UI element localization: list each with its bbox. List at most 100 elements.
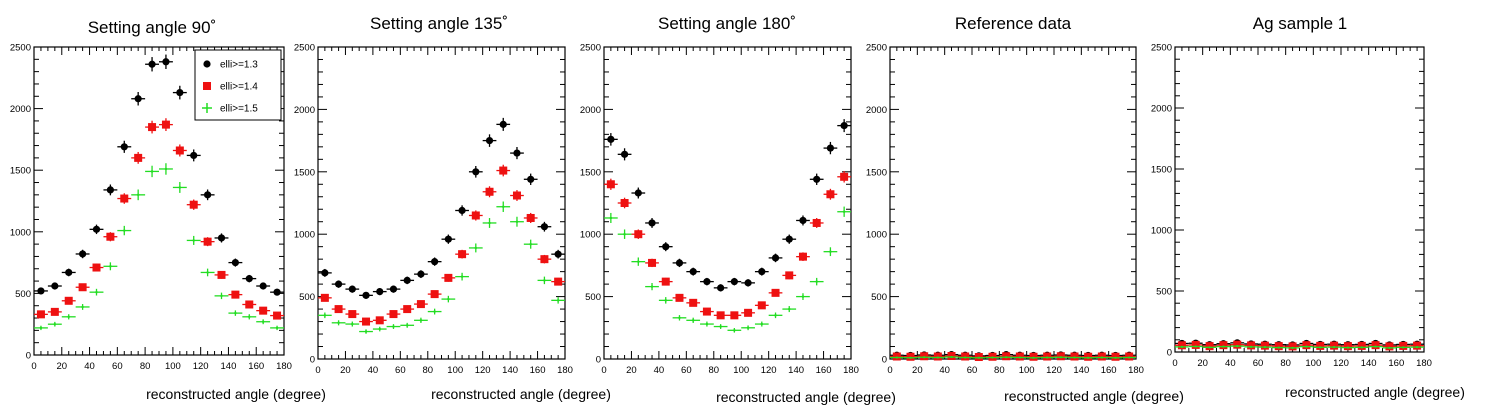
data-point — [37, 287, 45, 295]
chart-title: Setting angle 135˚ — [370, 14, 508, 33]
x-tick-label: 160 — [1388, 358, 1404, 369]
data-point — [1316, 341, 1325, 350]
x-tick-label: 100 — [733, 365, 749, 376]
data-point — [92, 225, 101, 233]
data-point — [431, 258, 439, 266]
x-tick-label: 20 — [1197, 358, 1208, 369]
data-point — [53, 323, 56, 326]
data-point — [1005, 356, 1008, 359]
data-point — [1402, 346, 1405, 349]
data-point — [351, 323, 354, 326]
data-point — [248, 315, 251, 318]
x-tick-label: 100 — [447, 365, 463, 376]
data-point — [120, 194, 129, 203]
data-point — [502, 205, 505, 208]
data-point — [1360, 346, 1363, 349]
data-point — [190, 151, 198, 160]
data-point — [744, 308, 753, 317]
data-point — [977, 356, 980, 359]
data-point — [1374, 345, 1377, 348]
data-point — [1305, 345, 1308, 348]
data-point — [1114, 356, 1117, 359]
x-tick-label: 180 — [1416, 358, 1432, 369]
data-point — [447, 298, 450, 301]
x-tick-label: 180 — [557, 365, 573, 376]
y-tick-label: 2500 — [294, 43, 315, 54]
data-point — [675, 293, 684, 302]
data-point — [148, 60, 156, 68]
y-tick-label: 500 — [871, 292, 887, 303]
data-point — [936, 356, 939, 359]
series-3 — [318, 201, 565, 334]
data-point — [607, 135, 615, 143]
data-point — [348, 285, 356, 293]
y-tick-label: 2000 — [294, 105, 315, 116]
series-2 — [34, 118, 284, 320]
data-point — [774, 314, 777, 317]
data-point — [1250, 345, 1253, 348]
data-point — [637, 260, 640, 263]
data-point — [923, 356, 926, 359]
data-point — [217, 234, 226, 242]
x-tick-label: 140 — [1361, 358, 1377, 369]
data-point — [245, 300, 254, 309]
data-point — [554, 250, 562, 258]
data-point — [137, 193, 140, 196]
data-point — [1302, 341, 1311, 350]
data-point — [609, 216, 612, 219]
x-tick-label: 80 — [994, 365, 1005, 376]
y-tick-label: 1500 — [1151, 165, 1172, 176]
x-tick-label: 0 — [315, 365, 320, 376]
data-point — [389, 310, 398, 319]
series-3 — [890, 356, 1136, 359]
data-point — [1274, 342, 1283, 351]
data-point — [634, 230, 643, 239]
x-tick-label: 120 — [761, 365, 777, 376]
data-point — [730, 311, 739, 320]
x-tick-label: 40 — [1225, 358, 1236, 369]
data-point — [703, 278, 711, 286]
data-point — [348, 310, 357, 319]
chart-title: Setting angle 180˚ — [658, 14, 796, 33]
data-point — [375, 316, 384, 325]
data-point — [1128, 356, 1131, 359]
data-point — [1388, 346, 1391, 349]
data-point — [991, 356, 994, 359]
x-tick-label: 0 — [1172, 358, 1177, 369]
data-point — [245, 275, 253, 283]
data-point — [320, 293, 329, 302]
data-point — [67, 315, 70, 318]
data-point — [719, 325, 722, 328]
data-point — [771, 254, 780, 262]
data-point — [733, 329, 736, 332]
data-point — [826, 190, 835, 199]
x-tick-label: 20 — [912, 365, 923, 376]
x-tick-label: 120 — [193, 361, 209, 372]
y-tick-label: 1500 — [10, 166, 31, 177]
data-point — [648, 258, 657, 267]
data-point — [744, 279, 752, 287]
data-point — [529, 243, 532, 246]
data-point — [760, 323, 763, 326]
data-point — [417, 270, 425, 278]
y-tick-label: 1000 — [294, 230, 315, 241]
data-point — [378, 328, 381, 331]
y-tick-label: 500 — [585, 292, 601, 303]
data-point — [705, 323, 708, 326]
data-point — [1236, 345, 1239, 348]
data-point — [1277, 346, 1280, 349]
data-point — [1346, 346, 1349, 349]
x-axis-label: reconstructed angle (degree) — [146, 386, 326, 402]
x-tick-label: 80 — [422, 365, 433, 376]
data-point — [651, 285, 654, 288]
data-point — [206, 271, 209, 274]
x-tick-label: 80 — [140, 361, 151, 372]
x-tick-label: 60 — [112, 361, 123, 372]
data-point — [716, 311, 725, 320]
x-tick-label: 100 — [165, 361, 181, 372]
x-tick-label: 0 — [887, 365, 892, 376]
data-point — [485, 187, 494, 196]
data-point — [950, 356, 953, 359]
